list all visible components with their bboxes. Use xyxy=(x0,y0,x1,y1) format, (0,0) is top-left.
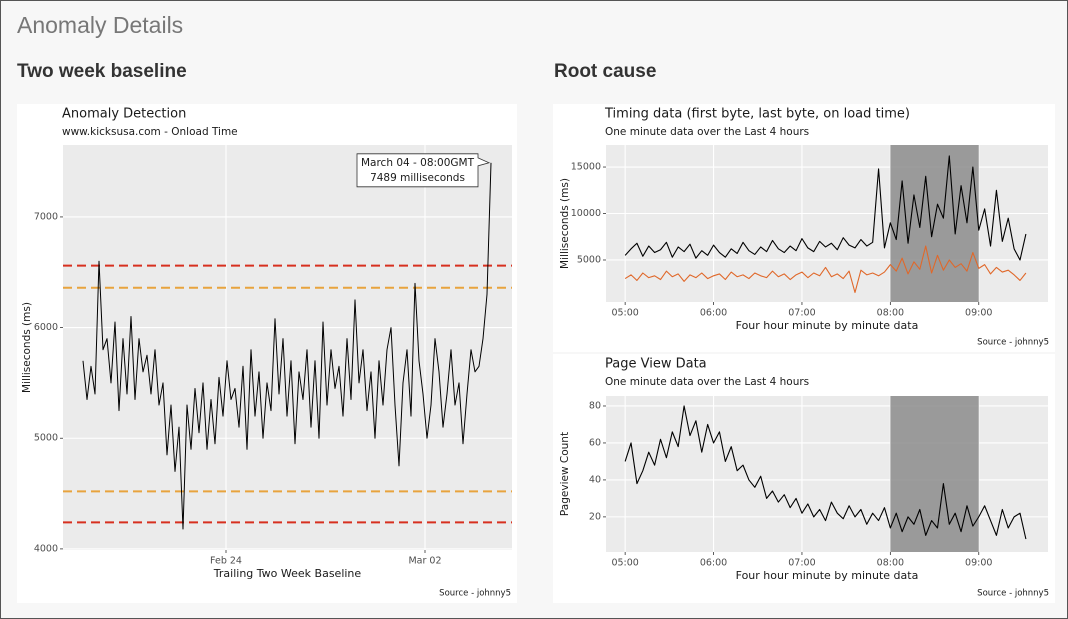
chart-title: Timing data (first byte, last byte, on l… xyxy=(604,107,910,122)
annotation-box xyxy=(356,153,491,188)
x-tick-label: Feb 24 xyxy=(210,556,242,567)
x-tick-label: 05:00 xyxy=(611,308,638,319)
data-line xyxy=(82,162,492,530)
chart-caption: Source - johnny5 xyxy=(439,589,511,599)
chart-caption: Source - johnny5 xyxy=(977,338,1049,348)
plot-panel xyxy=(606,145,1048,302)
data-line xyxy=(624,405,1027,540)
annotation-text: 7489 milliseconds xyxy=(370,172,465,184)
section-heading: Root cause xyxy=(554,61,656,82)
x-axis-label: Four hour minute by minute data xyxy=(736,319,919,332)
x-tick-label: 07:00 xyxy=(788,558,815,569)
y-tick-label: 40 xyxy=(589,474,601,485)
chart-subtitle: One minute data over the Last 4 hours xyxy=(605,126,809,138)
x-axis-label: Trailing Two Week Baseline xyxy=(213,567,362,580)
y-axis-label: Milliseconds (ms) xyxy=(21,302,33,393)
section-heading: Two week baseline xyxy=(17,61,187,82)
x-tick-label: 05:00 xyxy=(611,558,638,569)
chart-title: Page View Data xyxy=(605,357,707,372)
x-tick-label: 09:00 xyxy=(965,308,992,319)
y-tick-label: 80 xyxy=(589,400,601,411)
chart-title: Anomaly Detection xyxy=(62,107,186,122)
x-tick-label: 09:00 xyxy=(965,558,992,569)
x-tick-label: 06:00 xyxy=(700,558,727,569)
plot-panel xyxy=(606,396,1048,552)
x-tick-label: Mar 02 xyxy=(408,556,441,567)
y-tick-label: 10000 xyxy=(571,208,601,219)
x-tick-label: 06:00 xyxy=(700,308,727,319)
y-tick-label: 5000 xyxy=(34,433,58,444)
x-axis-label: Four hour minute by minute data xyxy=(736,569,919,582)
page-title: Anomaly Details xyxy=(17,12,183,38)
chart-subtitle: www.kicksusa.com - Onload Time xyxy=(62,126,238,138)
annotation-text: March 04 - 08:00GMT xyxy=(361,157,475,169)
y-tick-label: 4000 xyxy=(34,543,58,554)
x-tick-label: 08:00 xyxy=(877,308,904,319)
data-line xyxy=(624,245,1027,294)
y-tick-label: 20 xyxy=(589,511,601,522)
plot-panel xyxy=(63,145,512,550)
chart-caption: Source - johnny5 xyxy=(977,589,1049,599)
x-tick-label: 08:00 xyxy=(877,558,904,569)
chart-subtitle: One minute data over the Last 4 hours xyxy=(605,376,809,388)
y-tick-label: 5000 xyxy=(577,254,601,265)
y-axis-label: Milliseconds (ms) xyxy=(559,178,571,269)
y-tick-label: 6000 xyxy=(34,322,58,333)
x-tick-label: 07:00 xyxy=(788,308,815,319)
y-tick-label: 15000 xyxy=(571,162,601,173)
data-line xyxy=(624,155,1027,261)
highlight-band xyxy=(890,396,979,552)
y-tick-label: 60 xyxy=(589,437,601,448)
y-tick-label: 7000 xyxy=(34,211,58,222)
y-axis-label: Pageview Count xyxy=(559,432,571,516)
